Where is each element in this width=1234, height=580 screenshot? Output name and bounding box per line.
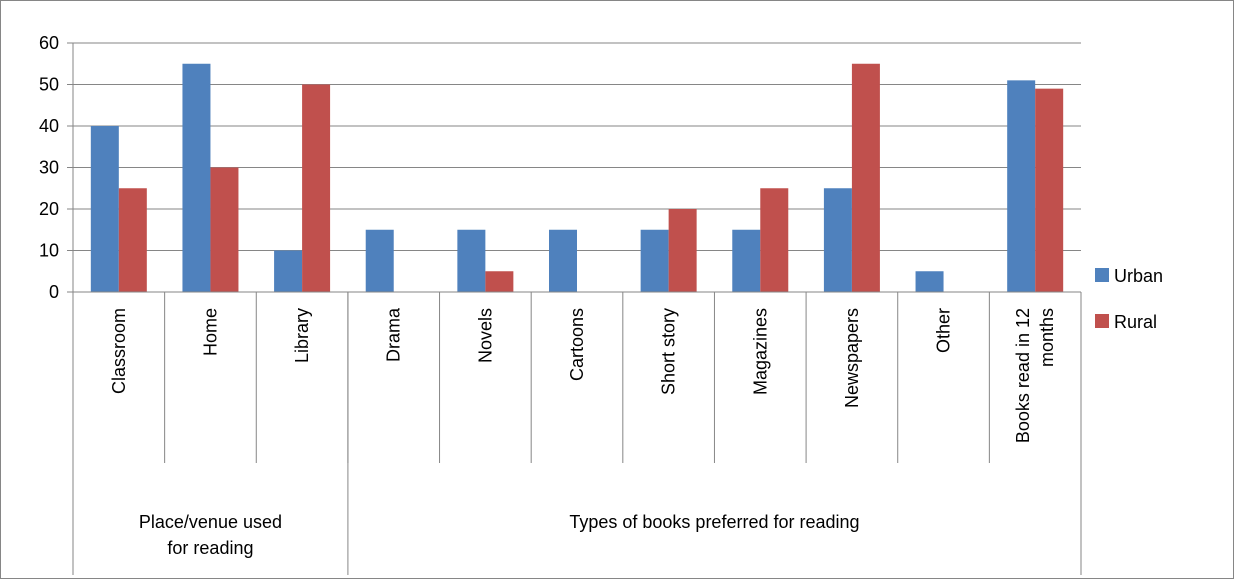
group-label: for reading: [167, 538, 253, 558]
category-label: months: [1037, 308, 1057, 367]
y-tick-label: 20: [39, 199, 59, 219]
bar-rural: [118, 188, 147, 292]
group-label: Place/venue used: [139, 512, 282, 532]
bar-urban: [915, 271, 944, 292]
category-label: Short story: [659, 308, 679, 395]
y-tick-label: 30: [39, 158, 59, 178]
bar-urban: [732, 229, 761, 292]
category-label: Magazines: [750, 308, 770, 395]
legend-label-urban: Urban: [1114, 266, 1163, 286]
legend-label-rural: Rural: [1114, 312, 1157, 332]
bar-urban: [549, 229, 577, 292]
bar-rural: [851, 63, 880, 292]
category-label: Home: [200, 308, 220, 356]
bar-urban: [457, 229, 486, 292]
bar-rural: [210, 167, 239, 292]
legend-swatch-rural: [1095, 314, 1109, 328]
bar-urban: [90, 126, 119, 292]
bar-urban: [182, 63, 211, 292]
category-label: Newspapers: [842, 308, 862, 408]
y-tick-label: 40: [39, 116, 59, 136]
bar-urban: [365, 229, 394, 292]
bar-rural: [302, 84, 331, 292]
category-label: Other: [934, 308, 954, 353]
category-label: Drama: [384, 307, 404, 362]
y-tick-label: 0: [49, 282, 59, 302]
y-tick-label: 50: [39, 75, 59, 95]
bar-rural: [668, 209, 697, 292]
bar-urban: [274, 250, 303, 292]
group-label: Types of books preferred for reading: [569, 512, 859, 532]
bar-rural: [485, 271, 514, 292]
category-label: Library: [292, 308, 312, 363]
category-label: Cartoons: [567, 308, 587, 381]
legend-swatch-urban: [1095, 268, 1109, 282]
bar-rural: [1035, 88, 1064, 293]
y-tick-label: 10: [39, 241, 59, 261]
bar-rural: [760, 188, 789, 292]
category-label: Novels: [475, 308, 495, 363]
bar-urban: [1007, 80, 1036, 292]
bar-urban: [640, 229, 669, 292]
bar-urban: [823, 188, 852, 292]
category-label: Books read in 12: [1013, 308, 1033, 443]
category-label: Classroom: [109, 308, 129, 394]
y-tick-label: 60: [39, 33, 59, 53]
